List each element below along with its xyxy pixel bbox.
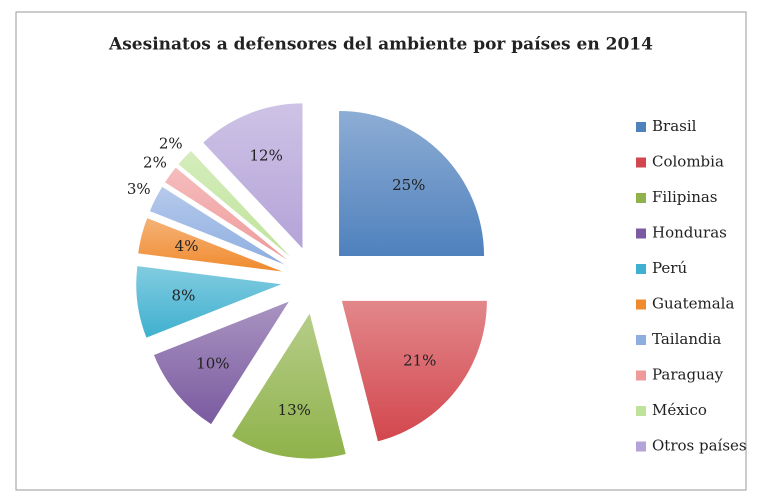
pie-slice: [138, 218, 283, 272]
data-label: 12%: [250, 147, 283, 165]
pie-slice: [153, 301, 289, 425]
legend-label: Tailandia: [652, 330, 721, 348]
legend-swatch: [636, 406, 646, 416]
data-label: 10%: [196, 355, 229, 373]
data-label: 2%: [143, 154, 167, 172]
legend-label: Otros países: [652, 437, 747, 455]
data-label: 3%: [127, 180, 151, 198]
pie-slice: [136, 266, 282, 338]
legend-label: Honduras: [652, 224, 727, 242]
legend-label: Brasil: [652, 117, 697, 135]
legend-label: Guatemala: [652, 295, 734, 313]
legend-swatch: [636, 228, 646, 239]
legend-swatch: [636, 370, 646, 381]
pie-slice: [149, 186, 285, 265]
legend-label: México: [652, 401, 707, 419]
pie-slice: [203, 103, 303, 249]
pie-slice: [339, 110, 485, 256]
data-label: 13%: [278, 401, 311, 419]
legend-swatch: [636, 441, 646, 452]
pie-slice: [165, 167, 288, 261]
pie-slice: [178, 151, 291, 257]
pie-slice: [341, 300, 487, 442]
legend-swatch: [636, 193, 646, 203]
data-label: 21%: [403, 351, 436, 369]
legend-label: Paraguay: [652, 366, 724, 384]
legend-swatch: [636, 122, 646, 132]
data-label: 4%: [175, 237, 199, 255]
data-label: 8%: [172, 287, 196, 305]
data-label: 2%: [159, 135, 183, 153]
data-label: 25%: [392, 176, 425, 194]
legend-swatch: [636, 157, 646, 168]
chart-title: Asesinatos a defensores del ambiente por…: [108, 35, 653, 55]
legend-swatch: [636, 335, 646, 345]
legend-label: Perú: [652, 259, 687, 277]
pie-slice: [231, 313, 346, 459]
legend-label: Colombia: [652, 153, 724, 171]
legend-swatch: [636, 299, 646, 310]
legend-swatch: [636, 264, 646, 274]
legend-label: Filipinas: [652, 188, 718, 206]
